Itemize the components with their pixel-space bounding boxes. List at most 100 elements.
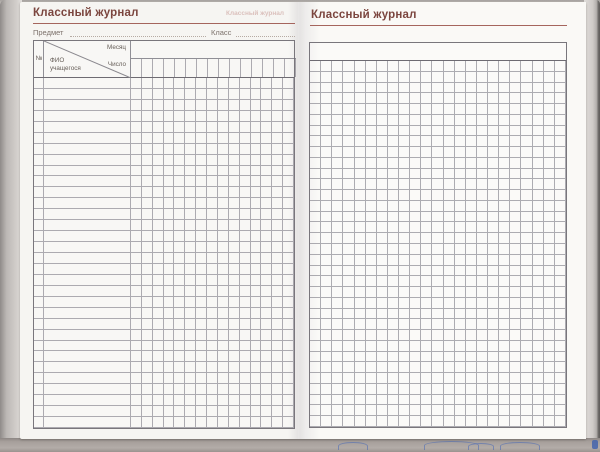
date-cell [141, 253, 153, 264]
grid-cell [499, 405, 511, 417]
grid-cell [476, 61, 489, 72]
date-cell [239, 253, 251, 264]
date-cell [261, 373, 273, 385]
grid-cell [332, 351, 344, 363]
grid-cell [510, 157, 522, 169]
grid-cell [454, 168, 466, 180]
grid-cell [488, 394, 500, 406]
date-cell [141, 384, 153, 396]
date-cell [272, 88, 284, 100]
date-cell [228, 406, 240, 418]
grid-cell [554, 200, 566, 212]
grid-cell [399, 200, 411, 212]
grid-cell [499, 114, 511, 126]
grid-cell [543, 362, 555, 374]
attendance-grid-table [309, 42, 567, 428]
grid-cell [365, 179, 377, 191]
grid-cell [476, 136, 489, 148]
date-cell [152, 253, 164, 264]
grid-cell [532, 211, 544, 223]
date-cell [228, 132, 240, 144]
grid-cell [510, 265, 522, 277]
grid-cell [465, 319, 477, 331]
grid-cell [521, 233, 533, 244]
grid-cell [454, 405, 466, 417]
grid-cell [410, 265, 422, 277]
date-cell [239, 395, 251, 407]
date-cell [239, 99, 251, 111]
grid-cell [410, 211, 422, 223]
grid-cell [321, 373, 333, 384]
date-cell [207, 362, 218, 374]
date-cell [185, 143, 197, 155]
date-cell [163, 143, 175, 155]
date-cell [196, 143, 208, 155]
grid-cell [332, 254, 344, 266]
grid-cell [499, 71, 511, 83]
date-cell [174, 121, 186, 133]
grid-cell [454, 82, 466, 94]
date-cell [207, 209, 218, 221]
date-cell [239, 121, 251, 133]
date-cell [163, 231, 175, 243]
grid-cell [465, 136, 477, 148]
date-cell [141, 285, 153, 297]
number-cell [34, 143, 44, 155]
date-cell [152, 220, 164, 232]
grid-cell [554, 233, 566, 244]
grid-cell [343, 190, 355, 201]
date-cell [217, 329, 229, 341]
grid-cell [354, 362, 366, 374]
date-cell [250, 176, 262, 188]
date-cell [207, 351, 218, 363]
grid-cell [310, 287, 322, 298]
grid-cell [432, 147, 444, 158]
grid-cell [399, 405, 411, 417]
grid-cell [343, 362, 355, 374]
grid-cell [354, 243, 366, 255]
grid-cell [321, 297, 333, 309]
date-cell [261, 132, 273, 144]
date-cell [141, 351, 153, 363]
grid-cell [310, 190, 322, 201]
grid-cell [410, 82, 422, 94]
date-cell [141, 340, 153, 352]
grid-cell [376, 287, 388, 298]
date-cell [250, 395, 262, 407]
grid-cell [421, 394, 433, 406]
date-cell [261, 384, 273, 396]
date-cell [196, 296, 208, 308]
grid-cell [543, 61, 555, 72]
date-cell [283, 132, 294, 144]
grid-cell [488, 125, 500, 137]
date-cell [217, 78, 229, 89]
date-cell [131, 99, 142, 111]
grid-cell [465, 211, 477, 223]
student-name-cell [44, 417, 131, 428]
grid-cell [376, 211, 388, 223]
date-cell [283, 231, 294, 243]
grid-cell [354, 373, 366, 384]
date-cell [174, 110, 186, 122]
grid-cell [476, 71, 489, 83]
date-cell [141, 318, 153, 330]
date-cell [163, 274, 175, 286]
date-cell [217, 395, 229, 407]
grid-cell [488, 114, 500, 126]
grid-cell [343, 265, 355, 277]
grid-cell [354, 222, 366, 234]
date-cell [239, 373, 251, 385]
grid-cell [376, 168, 388, 180]
grid-cell [543, 222, 555, 234]
grid-cell [443, 114, 455, 126]
student-name-cell [44, 263, 131, 275]
grid-cell [432, 287, 444, 298]
grid-cell [532, 125, 544, 137]
grid-cell [465, 71, 477, 83]
student-name-label: ФИО учащегося [50, 57, 81, 72]
date-cell [196, 88, 208, 100]
date-cell [239, 329, 251, 341]
grid-cell [454, 362, 466, 374]
date-cell [250, 231, 262, 243]
grid-cell [443, 82, 455, 94]
